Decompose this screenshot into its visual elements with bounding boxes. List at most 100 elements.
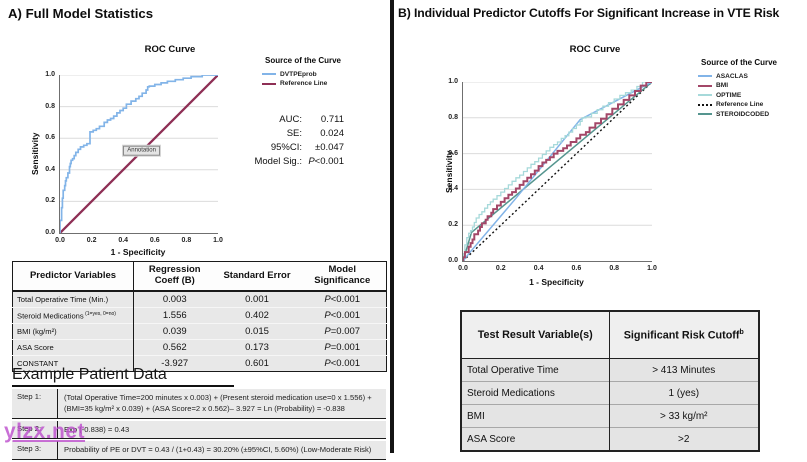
x-tick-label: 0.4 [118,237,129,244]
panel-divider [390,0,394,453]
chart-b-plot-area: 1.0 0.8 0.6 0.4 0.2 0.0 0.0 0.2 0.4 0.6 0.8 1.0 [448,78,657,272]
stats-label: AUC: [279,114,302,125]
table-row: Total Operative Time > 413 Minutes [461,358,759,382]
x-tick-label: 0.0 [458,265,468,272]
x-tick-label: 0.6 [149,237,160,244]
y-tick-label: 0.0 [448,257,458,264]
column-header: Regression Coeff (B) [133,261,216,292]
cutoff-table: Test Result Variable(s) Significant Risk … [460,310,760,452]
table-row: ASA Score >2 [461,427,759,451]
stderr-cell: 0.015 [215,323,299,340]
stderr-cell: 0.173 [215,339,299,356]
roc-chart-a: ROC Curve Sensitivity 1.0 0.8 0.6 0.4 0.2 0.0… [30,40,365,265]
legend-item: STEROIDCODED [698,111,804,118]
coeff-cell: -3.927 [133,355,216,372]
stats-label: SE: [286,128,302,139]
chart-b-title: ROC Curve [569,44,621,55]
table-row: CONSTANT -3.927 0.601 P<0.001 [12,355,387,372]
watermark: ylzx.net [4,420,86,443]
column-header: Significant Risk Cutoffb [609,311,759,359]
variable-cell: ASA Score [461,427,610,451]
y-tick-label: 0.2 [448,221,458,229]
stats-value: P<0.001 [308,156,344,167]
legend-item: OPTIME [698,92,804,99]
legend-line-swatch [698,103,712,106]
series-line-BMI [462,81,652,261]
annotation-box: Annotation [123,145,160,157]
column-header: Predictor Variables [12,261,134,292]
y-tick-label: 0.8 [448,113,458,121]
legend-item: BMI [698,82,804,89]
column-header: Model Significance [298,261,387,292]
stats-label: 95%CI: [270,142,302,153]
chart-a-legend: Source of the Curve DVTPEprob Reference L… [262,56,362,90]
legend-line-swatch [262,82,276,85]
cutoff-cell: > 33 kg/m² [609,404,759,428]
x-tick-label: 1.0 [647,265,657,272]
table-row: ASA Score 0.562 0.173 P=0.001 [12,339,387,356]
variable-cell: Steroid Medications [461,381,610,405]
legend-line-swatch [698,94,712,97]
x-tick-label: 0.0 [55,237,65,244]
stderr-cell: 0.402 [215,307,299,324]
y-tick-label: 0.4 [448,185,458,193]
y-tick-label: 1.0 [45,71,55,78]
legend-item-label: Reference Line [716,101,764,109]
header-footnote: b [739,328,744,336]
legend-line-swatch [698,75,712,78]
column-header: Test Result Variable(s) [461,311,610,359]
legend-item-label: Reference Line [280,80,328,88]
step-label: Step 3: [17,444,42,454]
series-line-DVTPEprob [59,74,218,233]
legend-item: Reference Line [698,101,804,108]
x-tick-label: 0.6 [571,265,582,272]
chart-b-ylabel: Sensitivity [444,150,454,193]
series-line-OPTIME [462,81,652,261]
stats-row: Model Sig.: P<0.001 [248,156,344,167]
chart-b-xlabel: 1 - Specificity [529,277,584,287]
model-stats-block: AUC: 0.711 SE: 0.024 95%CI: ±0.047 Model Sig.:… [248,114,344,170]
legend-item: Reference Line [262,80,362,87]
table-row: BMI > 33 kg/m² [461,404,759,428]
legend-item-label: STEROIDCODED [716,110,770,118]
stats-value: 0.711 [320,114,344,125]
chart-a-plot-area: 1.0 0.8 0.6 0.4 0.2 0.0 0.0 0.2 0.4 0.6 0.8 1.0 Anno… [45,71,223,244]
series-line-Reference Line [462,81,653,262]
y-tick-label: 0.0 [45,229,55,236]
step-label: Step 1: [17,392,42,401]
significance-cell: P=0.001 [298,339,387,356]
chart-b-legend: Source of the Curve ASACLAS BMI OPTIME Refe… [698,58,804,120]
table-row: Steroid Medications 1 (yes) [461,381,759,405]
variable-cell: BMI [461,404,610,428]
stats-label: Model Sig.: [254,156,302,167]
x-tick-label: 0.8 [181,237,192,244]
stderr-cell: 0.601 [215,355,299,372]
predictor-table: Predictor Variables Regression Coeff (B) S… [12,261,387,372]
coeff-cell: 0.039 [133,323,216,340]
stats-row: AUC: 0.711 [248,114,344,125]
legend-line-swatch [698,113,712,116]
header-row: Test Result Variable(s) Significant Risk … [461,311,759,359]
coeff-cell: 0.003 [133,290,216,308]
legend-item: DVTPEprob [262,71,362,78]
y-tick-label: 0.4 [45,165,55,173]
roc-chart-b: ROC Curve Sensitivity 1.0 0.8 0.6 0.4 0.2 0.0… [430,38,807,293]
cutoff-table-header: Test Result Variable(s) Significant Risk … [461,311,759,359]
predictor-cell: Total Operative Time (Min.) [12,290,134,308]
header-row: Predictor Variables Regression Coeff (B) S… [12,261,387,292]
predictor-cell: Steroid Medications (1=yes, 0=no) [12,307,134,324]
step-row: Step 1: (Total Operative Time=200 minutes… [12,389,386,419]
panel-b-title: B) Individual Predictor Cutoffs For Sign… [398,6,780,20]
predictor-cell: ASA Score [12,339,134,356]
predictor-table-header: Predictor Variables Regression Coeff (B) S… [12,261,387,292]
significance-cell: P<0.001 [298,290,387,308]
stats-value: 0.024 [320,128,344,139]
chart-a-legend-items: DVTPEprob Reference Line [262,71,362,87]
x-tick-label: 1.0 [213,237,223,244]
step-text: Exp (-0.838) = 0.43 [57,420,386,439]
panel-a-title: A) Full Model Statistics [8,6,154,21]
stderr-cell: 0.001 [215,290,299,308]
predictor-footnote: (1=yes, 0=no) [83,310,116,317]
predictor-cell: CONSTANT [12,355,134,372]
y-tick-label: 1.0 [448,78,458,85]
